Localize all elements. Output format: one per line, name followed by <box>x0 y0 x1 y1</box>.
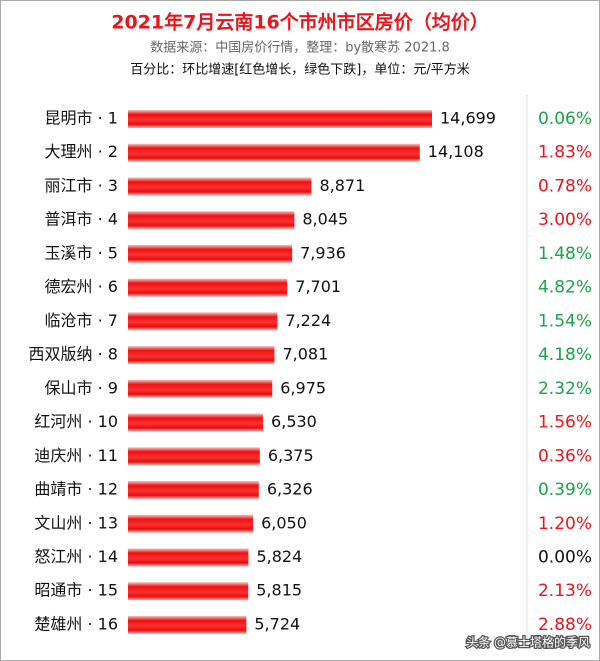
value-label: 7,936 <box>300 243 346 262</box>
change-label: 2.88% <box>538 615 592 635</box>
category-label: 临沧市 · 7 <box>45 311 118 330</box>
chart-title: 2021年7月云南16个市州市区房价（均价） <box>111 11 489 34</box>
bar <box>128 278 288 297</box>
category-label: 怒江州 · 14 <box>34 547 118 566</box>
bar <box>128 244 293 263</box>
change-label: 3.00% <box>538 210 592 230</box>
chart-note: 百分比：环比增速[红色增长，绿色下跌]，单位：元/平方米 <box>130 62 470 78</box>
watermark: 头条 @慕士塔格的季风 <box>466 635 590 650</box>
bar <box>128 110 432 128</box>
bar <box>128 481 259 500</box>
value-label: 8,871 <box>319 176 365 195</box>
value-label: 6,530 <box>271 412 317 431</box>
category-label: 普洱市 · 4 <box>45 210 118 229</box>
change-label: 1.83% <box>538 143 592 163</box>
bar <box>128 346 275 365</box>
value-label: 8,045 <box>302 210 348 229</box>
category-label: 昭通市 · 15 <box>34 581 118 600</box>
change-label: 1.20% <box>538 514 592 534</box>
category-label: 玉溪市 · 5 <box>45 243 118 262</box>
change-label: 0.36% <box>538 446 592 466</box>
bar <box>128 379 273 398</box>
change-label: 2.32% <box>538 379 592 399</box>
value-label: 5,815 <box>256 581 302 600</box>
value-label: 6,326 <box>267 480 313 499</box>
change-label: 0.78% <box>538 176 592 196</box>
bar <box>128 413 264 432</box>
bar <box>128 312 278 331</box>
bar <box>128 615 247 634</box>
change-label: 2.13% <box>538 581 592 601</box>
change-label: 0.06% <box>538 109 592 129</box>
value-label: 14,108 <box>428 142 484 161</box>
change-label: 1.56% <box>538 413 592 433</box>
bar <box>128 211 295 230</box>
change-label: 4.18% <box>538 345 592 365</box>
value-label: 7,224 <box>285 311 331 330</box>
change-label: 0.00% <box>538 547 592 567</box>
change-label: 0.39% <box>538 480 592 500</box>
category-label: 西双版纳 · 8 <box>29 345 118 364</box>
category-label: 迪庆州 · 11 <box>34 446 118 465</box>
bar <box>128 143 420 162</box>
change-label: 4.82% <box>538 278 592 298</box>
category-label: 曲靖市 · 12 <box>34 480 118 499</box>
bar <box>128 447 260 466</box>
category-label: 昆明市 · 1 <box>45 109 118 128</box>
bar <box>128 582 249 601</box>
value-label: 14,699 <box>440 109 496 128</box>
value-label: 6,975 <box>280 378 326 397</box>
change-label: 1.48% <box>538 244 592 264</box>
bar <box>128 548 249 567</box>
bar <box>128 514 254 533</box>
change-label: 1.54% <box>538 311 592 331</box>
category-label: 红河州 · 10 <box>34 412 118 431</box>
bar <box>128 177 312 196</box>
value-label: 6,375 <box>268 446 314 465</box>
category-label: 丽江市 · 3 <box>45 176 118 195</box>
category-label: 大理州 · 2 <box>45 142 118 161</box>
value-label: 5,824 <box>256 547 302 566</box>
value-label: 7,081 <box>282 345 328 364</box>
category-label: 德宏州 · 6 <box>45 277 118 296</box>
chart-subtitle: 数据来源：中国房价行情，整理：by散寒苏 2021.8 <box>150 40 450 56</box>
value-label: 6,050 <box>261 513 307 532</box>
category-label: 楚雄州 · 16 <box>34 614 118 633</box>
value-label: 7,701 <box>295 277 341 296</box>
category-label: 文山州 · 13 <box>34 513 118 532</box>
value-label: 5,724 <box>254 614 300 633</box>
category-label: 保山市 · 9 <box>45 378 118 397</box>
